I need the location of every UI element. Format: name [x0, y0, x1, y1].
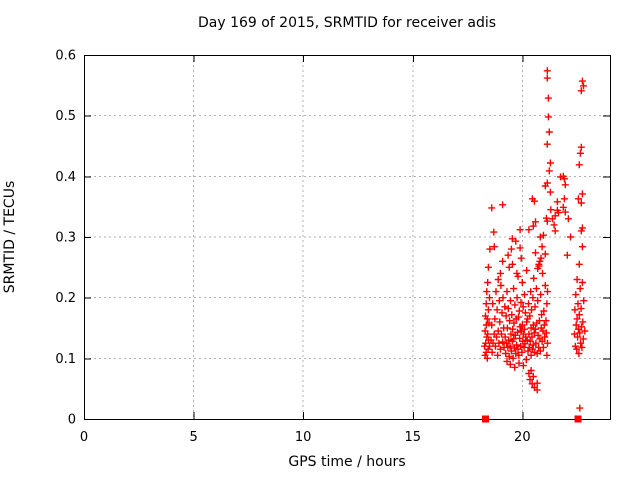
x-tick-label: 15 [404, 430, 421, 445]
zero-value-square-marker [574, 415, 582, 423]
y-tick-label: 0.5 [55, 109, 76, 124]
y-tick-label: 0.1 [55, 352, 76, 367]
chart-title: Day 169 of 2015, SRMTID for receiver adi… [198, 15, 496, 31]
gridlines [84, 55, 610, 419]
x-tick-label: 0 [80, 430, 88, 445]
zero-value-square-marker [482, 415, 489, 423]
y-tick-label: 0.4 [55, 170, 76, 185]
x-tick-label: 5 [189, 430, 197, 445]
axes-and-ticks [84, 55, 611, 420]
x-tick-label: 20 [514, 430, 531, 445]
data-points-path [481, 67, 589, 412]
data-points [481, 67, 589, 423]
x-tick-label: 10 [295, 430, 312, 445]
plot-border [84, 55, 611, 420]
y-axis-label: SRMTID / TECUs [2, 181, 18, 294]
x-axis-label: GPS time / hours [288, 454, 405, 470]
tick-labels: 0 5 10 15 20 0 0.1 0.2 0.3 0.4 0.5 0.6 [55, 49, 530, 446]
y-tick-label: 0.3 [55, 231, 76, 246]
y-tick-label: 0.6 [55, 49, 76, 64]
y-tick-label: 0 [68, 413, 76, 428]
y-tick-label: 0.2 [55, 291, 76, 306]
